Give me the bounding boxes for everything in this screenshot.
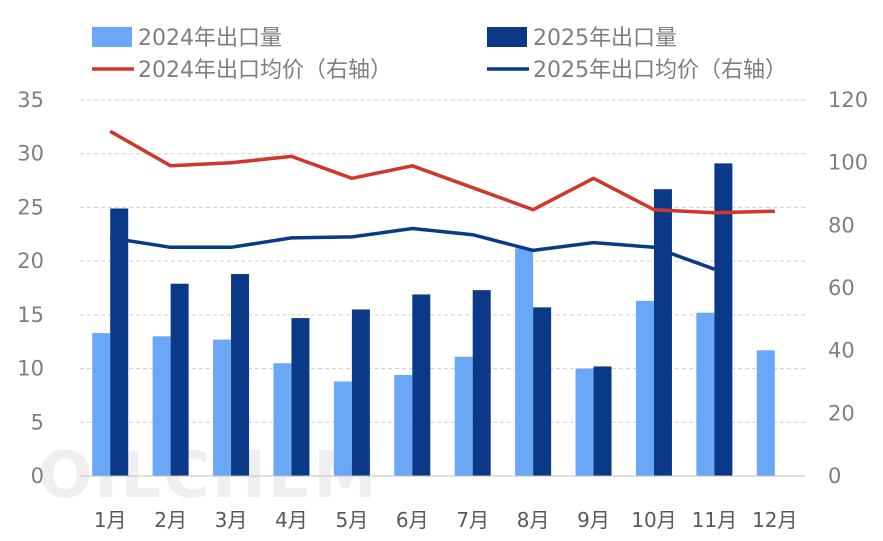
x-tick-label: 3月 — [215, 508, 248, 532]
x-tick-label: 6月 — [396, 508, 429, 532]
bars — [92, 163, 775, 476]
y-left-tick-label: 20 — [17, 249, 44, 273]
bar-2025 — [110, 208, 129, 476]
bar-2024 — [454, 356, 473, 476]
y-right-tick-label: 0 — [828, 464, 841, 488]
x-tick-label: 1月 — [94, 508, 127, 532]
legend-label: 2024年出口量 — [138, 26, 282, 51]
bar-2024 — [92, 333, 111, 476]
legend-label: 2025年出口量 — [533, 26, 677, 51]
y-right-tick-label: 100 — [828, 151, 868, 175]
y-left-tick-label: 35 — [17, 88, 44, 112]
x-tick-label: 9月 — [577, 508, 610, 532]
y-left-tick-label: 0 — [31, 464, 44, 488]
x-tick-label: 7月 — [456, 508, 489, 532]
y-left-tick-label: 5 — [31, 410, 44, 434]
grid-lines — [80, 99, 805, 423]
y-left-tick-label: 10 — [17, 357, 44, 381]
bar-2025 — [593, 366, 612, 476]
x-tick-label: 2月 — [154, 508, 187, 532]
y-right-tick-label: 60 — [828, 276, 855, 300]
x-tick-label: 8月 — [517, 508, 550, 532]
bar-2025 — [291, 318, 310, 476]
bar-2025 — [231, 274, 250, 476]
bar-2024 — [333, 381, 352, 476]
bar-2024 — [152, 336, 171, 476]
x-tick-label: 5月 — [336, 508, 369, 532]
bar-2024 — [273, 363, 292, 476]
y-right-tick-label: 80 — [828, 213, 855, 237]
bar-2025 — [170, 283, 189, 476]
x-tick-label: 10月 — [631, 508, 676, 532]
y-axis-left: 0 5 10 15 20 25 30 35 — [17, 88, 44, 488]
x-tick-label: 4月 — [275, 508, 308, 532]
bar-2025 — [533, 307, 552, 476]
bar-2024 — [515, 248, 534, 476]
y-left-tick-label: 25 — [17, 195, 44, 219]
y-right-tick-label: 40 — [828, 339, 855, 363]
line-series-2025 — [109, 226, 715, 271]
y-left-tick-label: 15 — [17, 303, 44, 327]
y-right-tick-label: 120 — [828, 88, 868, 112]
bar-2024 — [213, 339, 232, 476]
bar-2024 — [696, 312, 715, 476]
bar-2024 — [635, 300, 654, 476]
bar-2024 — [756, 350, 775, 476]
x-tick-label: 11月 — [692, 508, 737, 532]
bar-2025 — [472, 290, 491, 476]
bar-2025 — [714, 163, 733, 476]
bar-2025 — [412, 294, 431, 476]
bar-2025 — [351, 309, 370, 476]
legend-swatch — [487, 27, 527, 47]
y-right-tick-label: 20 — [828, 401, 855, 425]
y-left-tick-label: 30 — [17, 142, 44, 166]
x-axis: 1月 2月 3月 4月 5月 6月 7月 8月 9月 10月 11月 12月 — [94, 508, 798, 532]
legend-label: 2025年出口均价（右轴） — [533, 58, 787, 83]
line-series-2024 — [109, 129, 775, 215]
x-tick-label: 12月 — [752, 508, 797, 532]
bar-2024 — [575, 368, 594, 476]
legend: 2024年出口量 2025年出口量 2024年出口均价（右轴） 2025年出口均价（右… — [92, 26, 787, 83]
legend-label: 2024年出口均价（右轴） — [138, 58, 392, 83]
bar-2024 — [394, 375, 413, 476]
legend-swatch — [92, 27, 132, 47]
bar-2025 — [653, 189, 672, 476]
lines — [109, 129, 775, 271]
y-axis-right: 0 20 40 60 80 100 120 — [828, 88, 868, 488]
